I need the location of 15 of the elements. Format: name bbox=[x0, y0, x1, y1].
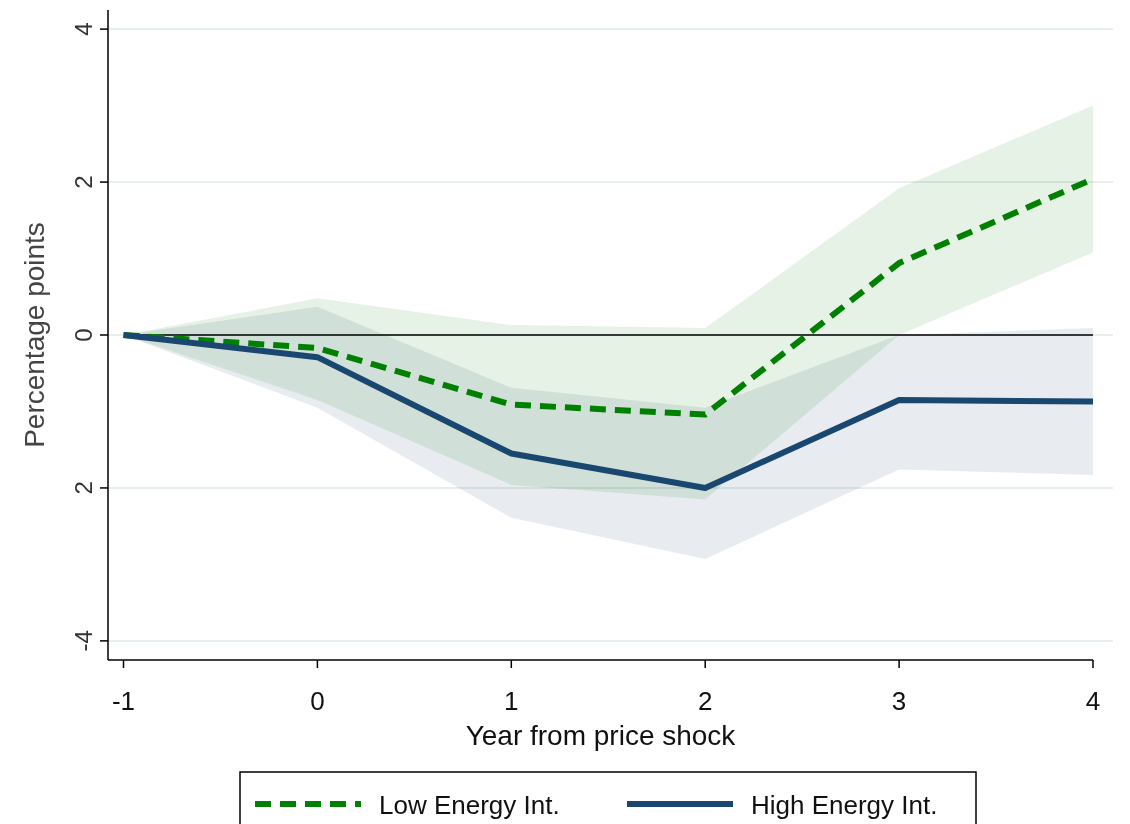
x-axis-title: Year from price shock bbox=[465, 720, 737, 751]
y-tick-label: 4 bbox=[70, 22, 97, 36]
x-tick-label: 2 bbox=[697, 686, 713, 716]
y-tick-label: 2 bbox=[70, 481, 97, 495]
y-tick-label: -4 bbox=[70, 630, 97, 652]
x-tick-label: 1 bbox=[504, 686, 519, 716]
y-tick-label: 2 bbox=[70, 175, 97, 189]
x-tick-label: 3 bbox=[891, 686, 907, 716]
x-tick-label: -1 bbox=[111, 686, 136, 716]
y-tick-label: 0 bbox=[70, 328, 97, 342]
x-tick-label: 4 bbox=[1085, 686, 1101, 716]
y-axis-title: Percentage points bbox=[19, 222, 50, 448]
legend-label: Low Energy Int. bbox=[379, 790, 560, 820]
x-tick-label: 0 bbox=[310, 686, 325, 716]
legend-label: High Energy Int. bbox=[751, 790, 938, 820]
